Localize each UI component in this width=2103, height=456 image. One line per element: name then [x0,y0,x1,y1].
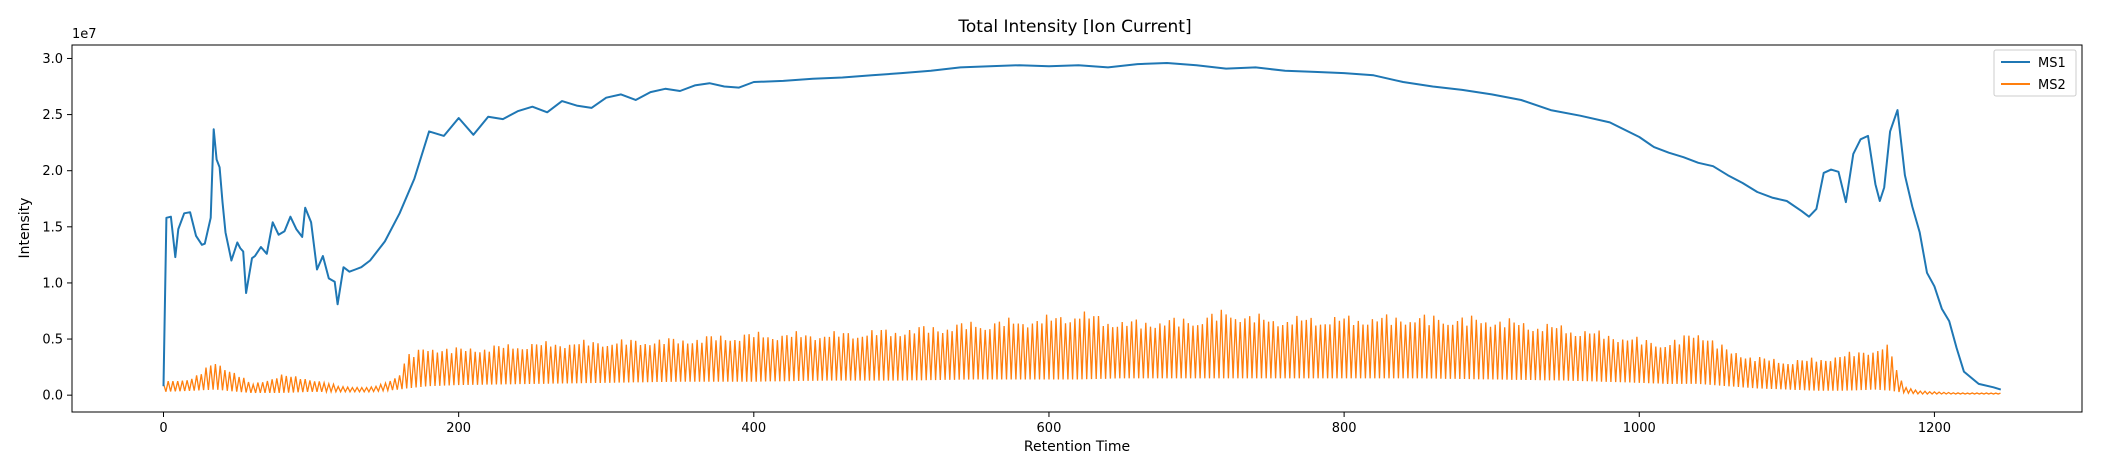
plot-area [162,62,2002,396]
y-tick-label: 2.0 [42,164,63,179]
legend: MS1 MS2 [1993,49,2077,97]
y-tick-label: 1.0 [42,276,63,291]
x-tick-label: 200 [446,421,471,436]
x-tick-label: 800 [1332,421,1357,436]
x-tick-label: 0 [159,421,167,436]
x-tick-label: 1200 [1918,421,1951,436]
plot-frame [71,44,2083,413]
x-tick-label: 400 [741,421,766,436]
y-tick-label: 0.0 [42,389,63,404]
y-tick-label: 3.0 [42,52,63,67]
legend-label-ms1: MS1 [2038,56,2066,71]
x-tick-label: 600 [1037,421,1062,436]
y-tick-label: 2.5 [42,108,63,123]
x-axis: 0 200 400 600 800 1000 1200 [159,412,1951,436]
legend-label-ms2: MS2 [2038,78,2066,93]
chart-title: Total Intensity [Ion Current] [957,17,1191,37]
y-axis-label: Intensity [17,198,33,259]
series-ms1-line [162,62,2002,391]
y-tick-label: 0.5 [42,333,63,348]
y-axis: 0.0 0.5 1.0 1.5 2.0 2.5 3.0 [42,52,72,404]
series-ms2-line [162,309,2001,396]
x-axis-label: Retention Time [1024,439,1130,455]
x-tick-label: 1000 [1623,421,1656,436]
y-multiplier-label: 1e7 [72,27,97,42]
y-tick-label: 1.5 [42,220,63,235]
